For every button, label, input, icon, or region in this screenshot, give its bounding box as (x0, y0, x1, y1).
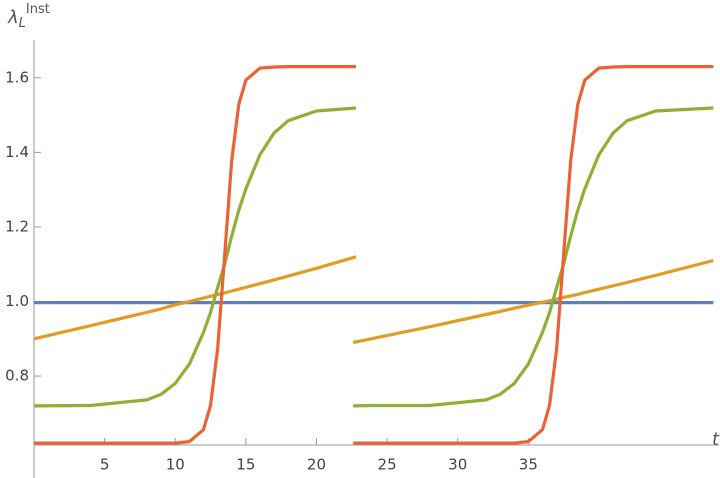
y-tick-label: 0.8 (5, 367, 29, 385)
x-tick-label: 5 (100, 456, 110, 474)
x-tick-label: 30 (448, 456, 467, 474)
series-line (33, 255, 714, 345)
y-label-sup: Inst (26, 2, 50, 17)
x-tick-label: 35 (519, 456, 538, 474)
y-tick-label: 1.2 (5, 217, 29, 235)
x-tick-label: 15 (236, 456, 255, 474)
y-label-symbol: λ (7, 7, 19, 28)
series-line (34, 65, 714, 445)
series-line (33, 106, 714, 408)
x-tick-label: 10 (166, 456, 185, 474)
x-axis-label: t (712, 429, 720, 450)
y-tick-label: 1.4 (5, 143, 29, 161)
y-tick-label: 1.0 (5, 292, 29, 310)
x-tick-label: 20 (307, 456, 326, 474)
y-tick-label: 1.6 (5, 68, 29, 86)
y-axis-label: λLInst (7, 2, 50, 31)
x-tick-label: 25 (378, 456, 397, 474)
y-label-sub: L (19, 16, 26, 31)
